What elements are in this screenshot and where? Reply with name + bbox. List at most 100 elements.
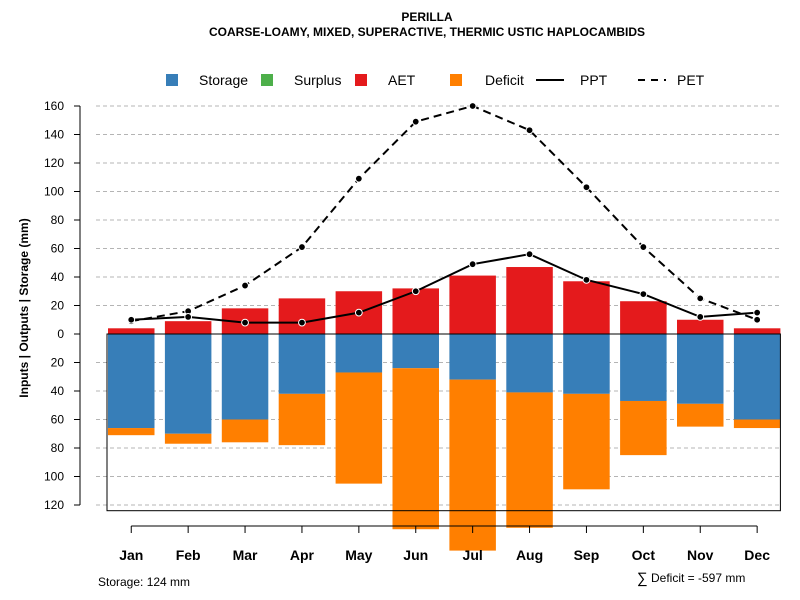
pet-point (241, 281, 249, 290)
ppt-point (639, 290, 648, 299)
pet-point (298, 243, 306, 251)
legend-label-surplus: Surplus (294, 72, 341, 88)
storage-bar (563, 334, 610, 394)
y-tick-label: 160 (44, 99, 64, 113)
storage-bar (677, 334, 724, 404)
aet-bar (506, 267, 553, 334)
pet-line (131, 104, 758, 323)
ppt-point (696, 313, 705, 321)
y-tick-label: 40 (51, 384, 65, 398)
x-tick-label: Feb (176, 547, 201, 563)
ppt-point (298, 318, 306, 327)
legend-label-aet: AET (388, 72, 416, 88)
x-tick-label: Aug (516, 547, 543, 563)
deficit-bar (733, 419, 781, 429)
storage-bar (278, 334, 326, 394)
y-tick-label: 20 (51, 356, 65, 370)
deficit-bar (677, 403, 724, 427)
x-tick-label: Jan (119, 547, 143, 563)
deficit-bar (392, 368, 439, 530)
ppt-point (525, 250, 534, 259)
storage-bar (620, 334, 667, 401)
aet-bar (677, 319, 724, 334)
aet-bar (620, 301, 667, 334)
ppt-point (241, 318, 249, 327)
aet-bar (733, 328, 781, 334)
legend-label-deficit: Deficit (485, 72, 524, 88)
storage-bar (335, 334, 383, 373)
aet-bar (108, 328, 155, 334)
y-tick-label: 60 (51, 413, 65, 427)
deficit-bar (108, 428, 155, 436)
x-tick-label: Mar (233, 547, 258, 563)
series-lines (127, 102, 762, 327)
y-axis: 160 140 120 100 80 60 40 20 0 20 40 60 80 100 120 (44, 99, 81, 512)
storage-bar (733, 334, 781, 420)
ppt-point (411, 287, 420, 296)
ppt-point (127, 315, 136, 324)
y-tick-label: 60 (51, 242, 65, 256)
y-tick-label: 120 (44, 156, 64, 170)
storage-bar (506, 334, 553, 393)
x-tick-label: Jul (463, 547, 483, 563)
deficit-bar (506, 392, 553, 528)
y-tick-label: 100 (44, 185, 64, 199)
storage-bar (164, 334, 212, 434)
x-tick-label: Dec (744, 547, 770, 563)
legend-swatch-deficit (450, 74, 462, 86)
chart-title: PERILLA (401, 10, 453, 24)
y-tick-label: 0 (57, 327, 64, 341)
storage-bar (108, 334, 155, 429)
x-tick-label: Nov (687, 547, 714, 563)
pet-point (354, 174, 363, 183)
deficit-bar (335, 372, 383, 484)
bars (108, 267, 781, 551)
pet-point (468, 102, 477, 110)
y-tick-label: 100 (44, 470, 64, 484)
legend-swatch-storage (166, 74, 178, 86)
deficit-note: Deficit = -597 mm (651, 571, 745, 585)
y-axis-label: Inputs | Outputs | Storage (mm) (17, 218, 31, 397)
deficit-bar (278, 393, 326, 446)
storage-bar (449, 334, 496, 380)
deficit-bar (620, 400, 667, 456)
aet-bar (449, 275, 496, 334)
y-tick-label: 120 (44, 498, 64, 512)
y-tick-label: 40 (51, 270, 65, 284)
y-tick-label: 140 (44, 128, 64, 142)
pet-point (696, 294, 705, 303)
ppt-point (184, 313, 193, 321)
deficit-bar (563, 393, 610, 490)
ppt-point (468, 260, 477, 269)
pet-point (582, 183, 591, 192)
y-tick-label: 80 (51, 441, 65, 455)
sum-symbol-icon: ∑ (637, 570, 648, 587)
deficit-bar (164, 433, 212, 444)
x-tick-label: Jun (403, 547, 428, 563)
aet-bar (563, 281, 610, 334)
y-tick-label: 20 (51, 299, 65, 313)
legend-swatch-surplus (261, 74, 273, 86)
deficit-bar (221, 419, 269, 443)
aet-bar (392, 288, 439, 334)
x-tick-label: Oct (632, 547, 656, 563)
pet-point (753, 315, 762, 324)
legend: Storage Surplus AET Deficit PPT PET (166, 72, 705, 88)
legend-label-ppt: PPT (580, 72, 608, 88)
x-tick-label: May (345, 547, 372, 563)
storage-note: Storage: 124 mm (98, 575, 190, 589)
ppt-point (753, 308, 762, 317)
aet-bar (278, 298, 326, 334)
pet-point (525, 126, 534, 135)
ppt-point (354, 308, 363, 317)
deficit-bar (449, 379, 496, 551)
chart-subtitle: COARSE-LOAMY, MIXED, SUPERACTIVE, THERMI… (209, 25, 645, 39)
aet-bar (164, 321, 212, 334)
storage-bar (221, 334, 269, 420)
legend-label-storage: Storage (199, 72, 248, 88)
x-tick-label: Sep (574, 547, 600, 563)
x-tick-label: Apr (290, 547, 315, 563)
ppt-point (582, 275, 591, 284)
pet-point (411, 117, 420, 126)
